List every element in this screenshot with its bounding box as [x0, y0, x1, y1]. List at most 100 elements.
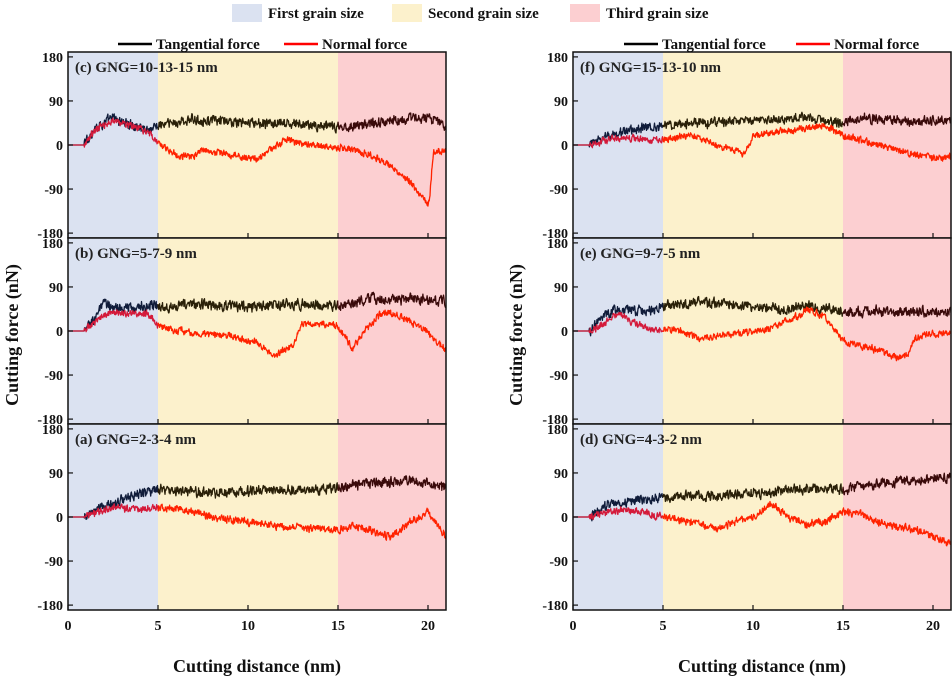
grain-region-3: [338, 424, 446, 610]
tangential-force-line-region-2: [157, 297, 339, 314]
x-axis-title-left: Cutting distance (nm): [173, 656, 341, 677]
y-tick-label: 90: [49, 467, 63, 482]
tangential-force-line-region-3: [841, 472, 951, 496]
normal-force-line-region-1: [573, 311, 664, 334]
grain-size-legend: First grain size Second grain size Third…: [232, 4, 709, 22]
y-tick-label: -90: [549, 183, 568, 198]
tangential-force-line-region-2: [662, 111, 844, 131]
y-tick-label: 0: [561, 511, 568, 526]
y-tick-label: 180: [547, 423, 568, 438]
normal-force-line-region-3: [336, 143, 446, 207]
panels: 180 90 0 -90 -180 (c) GNG=10-13-15 nm 180 90 0 -9…: [37, 51, 952, 634]
panel-4: 180 90 0 -90 -180 (e) GNG=9-7-5 nm: [542, 237, 952, 428]
y-tick-label: 0: [56, 325, 63, 340]
normal-force-line-region-3: [841, 329, 951, 362]
y-tick-label: -180: [37, 227, 63, 242]
normal-force-line-region-2: [662, 306, 844, 343]
normal-force-line-region-2: [157, 320, 339, 358]
y-tick-label: -90: [44, 555, 63, 570]
legend-label-tangential: Tangential force: [662, 37, 766, 53]
tangential-force-line-region-2: [662, 295, 844, 317]
y-tick-label: 90: [554, 95, 568, 110]
grain-region-3: [843, 52, 951, 238]
y-tick-label: -180: [37, 413, 63, 428]
x-tick-label: 10: [241, 619, 255, 634]
y-axis-title-left: Cutting force (nN): [2, 264, 23, 406]
normal-force-line-region-1: [68, 117, 159, 148]
panel-title: (c) GNG=10-13-15 nm: [75, 60, 218, 76]
tangential-force-line-region-3: [336, 475, 446, 493]
y-tick-label: -90: [44, 369, 63, 384]
y-tick-label: -180: [542, 599, 568, 614]
tangential-force-line-region-3: [842, 304, 951, 319]
x-tick-label: 0: [65, 619, 72, 634]
normal-force-line-region-2: [662, 500, 844, 533]
tangential-force-line-region-2: [662, 483, 844, 504]
legend-label-second: Second grain size: [428, 6, 539, 22]
panel-title: (e) GNG=9-7-5 nm: [580, 246, 701, 262]
x-tick-label: 0: [570, 619, 577, 634]
legend-label-first: First grain size: [268, 6, 364, 22]
series-group: [573, 472, 951, 547]
panel-3: 180 90 0 -90 -180 (f) GNG=15-13-10 nm: [542, 51, 952, 242]
x-tick-label: 20: [926, 619, 940, 634]
y-axis-title-right: Cutting force (nN): [506, 264, 527, 406]
series-group: [68, 291, 446, 358]
tangential-force-line-region-3: [336, 291, 446, 312]
panel-title: (d) GNG=4-3-2 nm: [580, 432, 702, 448]
legend-swatch-third: [570, 4, 600, 22]
y-tick-label: -90: [549, 369, 568, 384]
y-tick-label: 180: [42, 51, 63, 66]
y-tick-label: 90: [554, 467, 568, 482]
y-tick-label: 90: [49, 281, 63, 296]
normal-force-line-region-1: [573, 133, 664, 149]
series-group: [573, 295, 951, 362]
grain-region-3: [843, 238, 951, 424]
y-tick-label: 0: [561, 325, 568, 340]
grain-region-2: [158, 424, 338, 610]
x-tick-label: 5: [660, 619, 667, 634]
normal-force-line-region-2: [662, 123, 844, 158]
legend-label-third: Third grain size: [606, 6, 709, 22]
panel-0: 180 90 0 -90 -180 (c) GNG=10-13-15 nm: [37, 51, 447, 242]
y-tick-label: 0: [56, 511, 63, 526]
legend-label-normal: Normal force: [834, 37, 919, 53]
y-tick-label: -180: [37, 599, 63, 614]
normal-force-line-region-3: [336, 309, 446, 353]
legend-swatch-second: [392, 4, 422, 22]
series-group: [68, 475, 446, 541]
y-tick-label: 90: [49, 95, 63, 110]
x-tick-label: 10: [746, 619, 760, 634]
x-tick-label: 15: [331, 619, 345, 634]
x-axis-title-right: Cutting distance (nm): [678, 656, 846, 677]
legend-label-tangential: Tangential force: [156, 37, 260, 53]
x-tick-label: 15: [836, 619, 850, 634]
panel-title: (b) GNG=5-7-9 nm: [75, 246, 197, 262]
grain-region-2: [663, 52, 843, 238]
panel-title: (f) GNG=15-13-10 nm: [580, 60, 722, 76]
normal-force-line-region-1: [68, 309, 159, 333]
panel-1: 180 90 0 -90 -180 (b) GNG=5-7-9 nm: [37, 237, 447, 428]
y-tick-label: 0: [56, 139, 63, 154]
y-tick-label: 180: [42, 237, 63, 252]
grain-region-3: [843, 424, 951, 610]
tangential-force-line-region-2: [157, 112, 339, 134]
y-tick-label: 90: [554, 281, 568, 296]
x-tick-label: 20: [421, 619, 435, 634]
legend-swatch-first: [232, 4, 262, 22]
series-legend-right: Tangential force Normal force: [624, 37, 919, 53]
tangential-force-line-region-2: [157, 482, 339, 499]
grain-region-3: [338, 238, 446, 424]
tangential-force-line-region-3: [842, 112, 951, 127]
normal-force-line-region-3: [842, 507, 951, 547]
legend-label-normal: Normal force: [322, 37, 407, 53]
y-tick-label: 180: [547, 237, 568, 252]
y-tick-label: -180: [542, 413, 568, 428]
panel-title: (a) GNG=2-3-4 nm: [75, 432, 197, 448]
y-tick-label: -90: [44, 183, 63, 198]
y-tick-label: -90: [549, 555, 568, 570]
grain-region-3: [338, 52, 446, 238]
tangential-force-line-region-3: [336, 112, 446, 133]
